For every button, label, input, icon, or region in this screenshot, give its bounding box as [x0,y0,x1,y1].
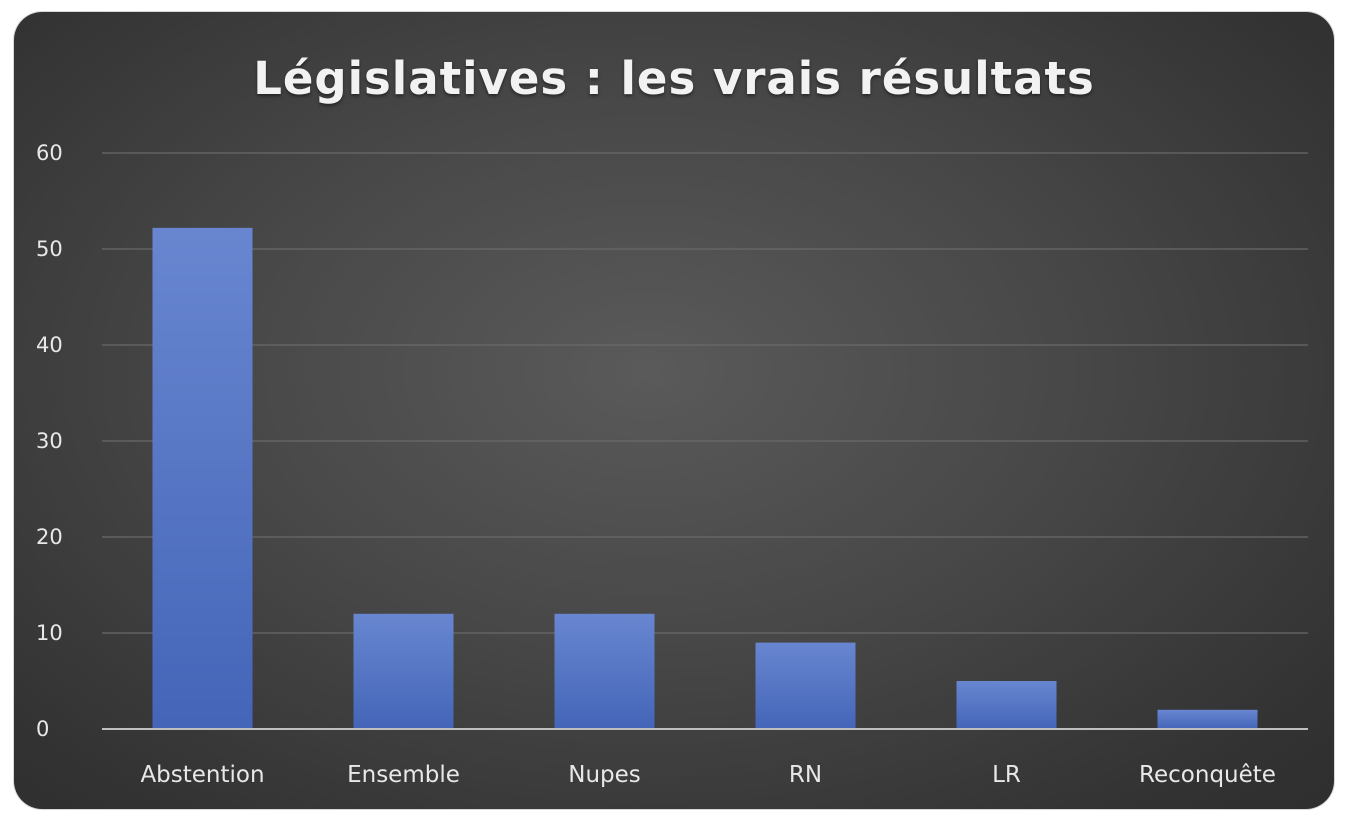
chart-card: Législatives : les vrais résultats 0 10 20… [14,12,1334,809]
x-axis: Abstention Ensemble Nupes RN LR Reconquête [140,762,1276,788]
gridlines [102,152,1308,634]
bars [152,227,1258,729]
bar-lr [956,681,1057,729]
y-tick-label: 20 [36,525,63,549]
bar-rn [755,642,856,729]
x-category-label: LR [992,762,1021,788]
x-category-label: Nupes [568,762,641,788]
y-tick-label: 30 [36,429,63,453]
bar-chart: 0 10 20 30 40 50 60 Abstention Ensemble Nupes RN L… [36,141,1308,788]
bar-abstention [152,227,253,729]
y-tick-label: 10 [36,621,63,645]
x-category-label: Abstention [140,762,264,788]
x-category-label: RN [789,762,822,788]
y-tick-label: 0 [36,717,49,741]
x-category-label: Reconquête [1139,762,1276,788]
chart-title: Législatives : les vrais résultats [253,52,1095,105]
y-tick-label: 60 [36,141,63,165]
y-tick-label: 40 [36,333,63,357]
bar-nupes [554,613,655,729]
bar-ensemble [353,613,454,729]
bar-reconquete [1157,709,1258,729]
y-tick-label: 50 [36,237,63,261]
y-axis: 0 10 20 30 40 50 60 [36,141,63,741]
x-category-label: Ensemble [347,762,460,788]
